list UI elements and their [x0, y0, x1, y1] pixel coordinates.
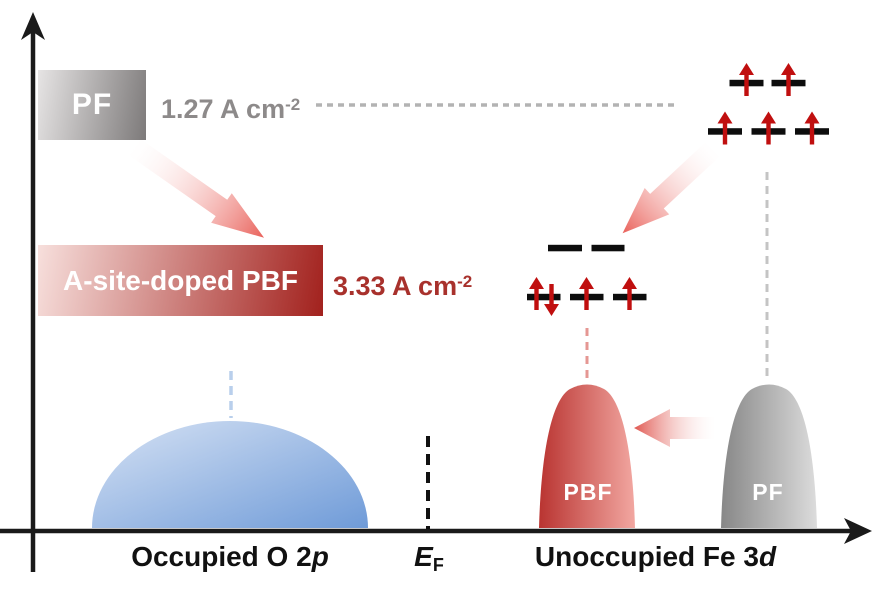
- occupied-o2p-label: Occupied O 2p: [131, 541, 329, 572]
- y-axis-arrowhead: [21, 12, 45, 40]
- pbf-spin-diagram: [527, 244, 647, 316]
- energy-level-bar: [527, 293, 561, 301]
- pf-unoccupied-dome: [721, 384, 817, 528]
- pf-current-density: 1.27 A cm-2: [161, 94, 301, 124]
- dome-shift-arrow: [634, 409, 716, 447]
- spin-up-icon: [761, 111, 776, 145]
- pf-current-exponent: -2: [285, 95, 301, 114]
- energy-level-bar: [591, 244, 625, 252]
- pbf-unoccupied-dome: [539, 384, 635, 528]
- pf-box-label: PF: [71, 88, 113, 121]
- occupied-o2p-dome: [92, 421, 368, 528]
- spin-up-icon: [804, 111, 820, 145]
- spin-up-icon: [579, 277, 594, 310]
- unoccupied-fe3d-label: Unoccupied Fe 3d: [534, 541, 777, 572]
- spin-up-icon: [781, 63, 796, 96]
- x-axis-arrowhead: [844, 518, 872, 544]
- x-axis: [0, 518, 872, 544]
- pf-dome-label: PF: [752, 479, 784, 505]
- pf-spin-diagram: [708, 63, 829, 145]
- pf-to-pbf-arrow: [127, 137, 265, 238]
- energy-level-bar: [548, 244, 582, 252]
- spin-up-icon: [739, 63, 754, 96]
- fermi-level-label: EF: [414, 541, 444, 575]
- spin-transition-arrow: [622, 140, 721, 234]
- doped-pbf-box: A-site-doped PBF: [38, 245, 323, 316]
- spin-up-icon: [622, 277, 637, 310]
- spin-up-icon: [717, 111, 733, 145]
- spin-up-icon: [529, 277, 544, 310]
- y-axis: [21, 12, 45, 572]
- doped-pbf-current-exponent: -2: [457, 272, 473, 291]
- doped-pbf-box-label: A-site-doped PBF: [63, 264, 298, 296]
- pbf-dome-label: PBF: [563, 479, 613, 505]
- doped-pbf-current-density: 3.33 A cm-2: [333, 271, 473, 301]
- pf-box: PF: [38, 70, 146, 140]
